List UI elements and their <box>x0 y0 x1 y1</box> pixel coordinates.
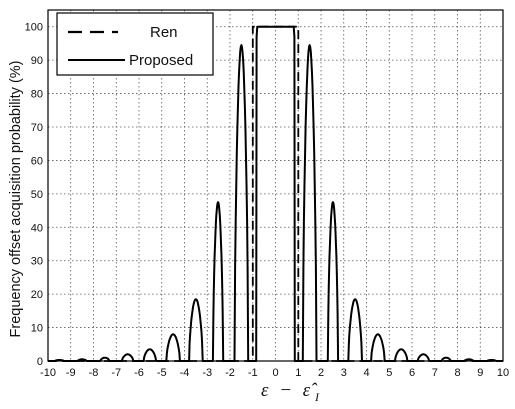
x-tick-label: -2 <box>225 367 235 379</box>
x-tick-label: -7 <box>111 367 121 379</box>
y-tick-label: 40 <box>31 222 43 234</box>
legend: Ren Proposed <box>57 13 213 75</box>
legend-label-ren: Ren <box>150 24 178 41</box>
x-tick-label: 3 <box>341 367 347 379</box>
y-tick-label: 60 <box>31 155 43 167</box>
x-tick-label: -5 <box>157 367 167 379</box>
x-tick-label: -10 <box>40 367 56 379</box>
x-tick-label: -6 <box>134 367 144 379</box>
x-tick-label: 2 <box>318 367 324 379</box>
y-tick-label: 50 <box>31 189 43 201</box>
x-axis-label-eps: ε <box>261 380 269 401</box>
x-tick-label: -9 <box>66 367 76 379</box>
x-tick-label: 8 <box>454 367 460 379</box>
y-tick-label: 90 <box>31 55 43 67</box>
x-axis-label-minus: − <box>279 380 292 401</box>
x-tick-label: 5 <box>386 367 392 379</box>
x-tick-label: 7 <box>432 367 438 379</box>
x-tick-label: 4 <box>363 367 369 379</box>
y-axis-label: Frequency offset acquisition probability… <box>8 61 24 338</box>
x-tick-label: 6 <box>409 367 415 379</box>
x-tick-label: 10 <box>497 367 509 379</box>
y-tick-label: 70 <box>31 122 43 134</box>
x-tick-label: 1 <box>295 367 301 379</box>
x-tick-label: -4 <box>180 367 190 379</box>
y-tick-label: 30 <box>31 256 43 268</box>
y-tick-label: 10 <box>31 323 43 335</box>
y-tick-label: 80 <box>31 89 43 101</box>
x-tick-label: -8 <box>89 367 99 379</box>
x-tick-label: -1 <box>248 367 258 379</box>
x-tick-label: 9 <box>477 367 483 379</box>
y-tick-label: 100 <box>25 22 43 34</box>
x-tick-label: -3 <box>202 367 212 379</box>
y-tick-label: 20 <box>31 289 43 301</box>
legend-label-proposed: Proposed <box>129 52 193 69</box>
x-axis-label: ε − ε̂ I <box>261 380 320 404</box>
x-tick-label: 0 <box>272 367 278 379</box>
